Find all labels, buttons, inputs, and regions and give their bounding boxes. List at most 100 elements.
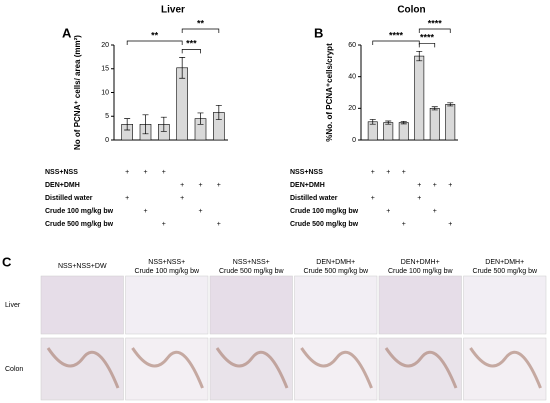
y-axis-label: %No. of PCNA⁺cells/crypt	[325, 43, 334, 142]
column-header: NSS+NSS+	[148, 259, 185, 266]
treatment-mark: +	[162, 221, 166, 228]
treatment-label: NSS+NSS	[45, 169, 78, 176]
panel-label: B	[314, 25, 323, 40]
error-bar	[385, 120, 392, 125]
treatment-mark: +	[143, 208, 147, 215]
column-header: Crude 500 mg/kg bw	[303, 268, 369, 275]
y-tick-label: 5	[105, 113, 109, 120]
tissue	[300, 347, 373, 389]
micrograph	[294, 275, 378, 335]
error-bar	[400, 120, 407, 125]
error-bar	[124, 118, 131, 131]
micrograph	[378, 337, 462, 401]
micrograph	[125, 275, 209, 335]
tissue	[131, 347, 204, 389]
row-label: Liver	[5, 302, 21, 309]
bar	[367, 121, 378, 141]
y-tick-label: 0	[105, 137, 109, 144]
error-bar	[447, 102, 454, 107]
significance-bracket	[372, 40, 420, 45]
treatment-mark: +	[180, 195, 184, 202]
y-tick-label: 20	[101, 42, 109, 49]
bar	[176, 67, 188, 141]
treatment-label: NSS+NSS	[290, 169, 323, 176]
column-header: Crude 500 mg/kg bw	[472, 268, 538, 275]
micrograph	[209, 275, 293, 335]
treatment-label: Crude 100 mg/kg bw	[290, 208, 359, 215]
significance-bracket	[181, 28, 220, 33]
micrograph	[463, 275, 547, 335]
treatment-mark: +	[125, 195, 129, 202]
tissue	[215, 347, 289, 389]
micrograph	[463, 337, 547, 401]
column-header: Crude 500 mg/kg bw	[219, 268, 285, 275]
treatment-mark: +	[402, 221, 406, 228]
y-tick-label: 60	[348, 42, 356, 49]
significance-label: ****	[389, 30, 404, 40]
treatment-label: Distilled water	[290, 195, 338, 202]
row-label: Colon	[5, 366, 23, 373]
column-header: Crude 100 mg/kg bw	[134, 268, 200, 275]
treatment-mark: +	[386, 169, 390, 176]
tissue	[469, 347, 542, 389]
panel-label: A	[62, 25, 72, 40]
y-axis-label: No of PCNA⁺ cells/ area (mm²)	[73, 35, 82, 150]
treatment-label: Crude 100 mg/kg bw	[45, 208, 114, 215]
treatment-mark: +	[143, 169, 147, 176]
treatment-mark: +	[448, 221, 452, 228]
treatment-mark: +	[448, 182, 452, 189]
treatment-label: Crude 500 mg/kg bw	[45, 221, 114, 228]
micrograph	[40, 275, 124, 335]
significance-label: ****	[420, 33, 435, 43]
y-tick-label: 0	[352, 137, 356, 144]
significance-bracket	[418, 28, 451, 33]
significance-label: ****	[428, 18, 443, 28]
significance-bracket	[126, 40, 183, 45]
treatment-mark: +	[162, 169, 166, 176]
significance-label: **	[197, 18, 205, 28]
panel-label: C	[2, 254, 12, 269]
chart-title: Liver	[161, 5, 185, 16]
treatment-label: Distilled water	[45, 195, 93, 202]
error-bar	[197, 112, 204, 125]
bar	[383, 122, 394, 141]
treatment-mark: +	[371, 169, 375, 176]
error-bar	[431, 106, 438, 111]
micrograph	[40, 337, 124, 401]
treatment-mark: +	[417, 195, 421, 202]
micrograph	[294, 337, 378, 401]
treatment-mark: +	[433, 182, 437, 189]
error-bar	[369, 119, 376, 125]
treatment-mark: +	[198, 208, 202, 215]
micrograph	[125, 337, 209, 401]
bar	[414, 55, 425, 141]
chart-title: Colon	[397, 5, 425, 16]
y-tick-label: 10	[101, 89, 109, 96]
column-header: NSS+NSS+DW	[58, 263, 107, 270]
tissue	[384, 347, 458, 389]
error-bar	[416, 50, 423, 62]
treatment-mark: +	[386, 208, 390, 215]
significance-bracket	[181, 49, 201, 54]
treatment-label: DEN+DMH	[290, 182, 325, 189]
treatment-mark: +	[433, 208, 437, 215]
treatment-mark: +	[125, 169, 129, 176]
significance-bracket	[418, 42, 436, 48]
error-bar	[160, 116, 167, 132]
treatment-mark: +	[217, 221, 221, 228]
column-header: Crude 100 mg/kg bw	[388, 268, 454, 275]
bar	[429, 108, 440, 141]
significance-label: **	[151, 30, 159, 40]
treatment-mark: +	[371, 195, 375, 202]
y-tick-label: 15	[101, 66, 109, 73]
micrograph	[378, 275, 462, 335]
y-tick-label: 20	[348, 105, 356, 112]
treatment-mark: +	[198, 182, 202, 189]
column-header: DEN+DMH+	[401, 259, 440, 266]
micrograph	[209, 337, 293, 401]
bar	[445, 104, 456, 141]
column-header: NSS+NSS+	[233, 259, 270, 266]
error-bar	[179, 57, 186, 79]
treatment-mark: +	[180, 182, 184, 189]
